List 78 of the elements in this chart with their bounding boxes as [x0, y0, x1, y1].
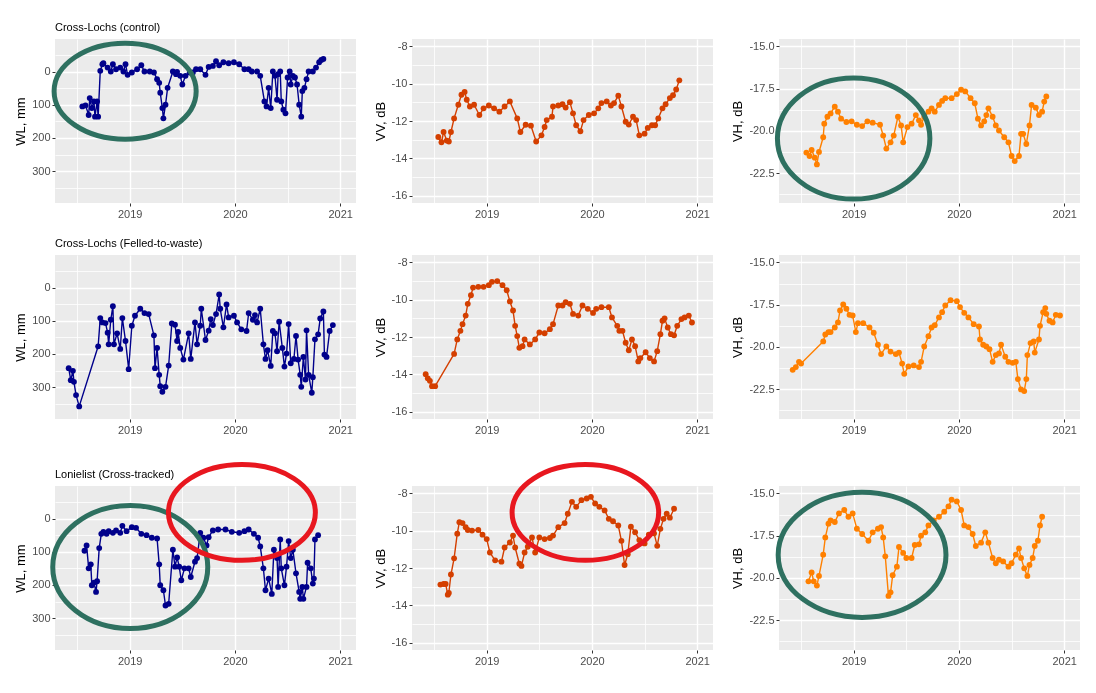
x-tick-label: 2020: [223, 654, 248, 667]
x-tick-label: 2019: [117, 654, 143, 667]
y-axis-title: VV, dB: [372, 101, 388, 142]
y-tick-label: 0: [44, 281, 51, 294]
y-tick-label: -8: [397, 255, 408, 268]
chart-title: Lonielist (Cross-tracked): [55, 468, 175, 480]
y-tick-label: -22.5: [749, 613, 775, 626]
y-tick-label: -8: [397, 486, 408, 499]
x-tick-label: 2020: [580, 423, 605, 436]
x-tick-label: 2019: [841, 423, 867, 436]
x-tick-label: 2020: [947, 654, 972, 667]
y-axis-title: VV, dB: [372, 317, 388, 358]
y-tick-label: -22.5: [749, 382, 775, 395]
x-tick-label: 2021: [1052, 654, 1077, 667]
y-tick-label: -15.0: [749, 255, 775, 268]
x-tick-label: 2020: [947, 207, 972, 220]
x-tick-label: 2021: [685, 423, 710, 436]
y-axis-title: WL, mm: [13, 544, 29, 593]
x-tick-label: 2019: [841, 654, 867, 667]
y-tick-label: 0: [44, 512, 51, 525]
x-tick-label: 2020: [580, 654, 605, 667]
y-tick-label: 100: [32, 98, 51, 111]
x-tick-label: 2020: [223, 423, 248, 436]
y-tick-label: -20.0: [749, 571, 775, 584]
y-tick-label: -16: [391, 405, 408, 418]
y-axis-title: WL, mm: [13, 313, 29, 362]
x-tick-label: 2021: [685, 207, 710, 220]
y-tick-label: -8: [397, 39, 408, 52]
y-tick-label: 100: [32, 545, 51, 558]
x-tick-label: 2020: [580, 207, 605, 220]
y-tick-label: -12: [391, 114, 408, 127]
y-tick-label: 300: [32, 164, 51, 177]
x-tick-label: 2019: [474, 654, 500, 667]
y-tick-label: -16: [391, 636, 408, 649]
x-tick-label: 2020: [223, 207, 248, 220]
y-tick-label: -17.5: [749, 529, 775, 542]
x-tick-label: 2019: [117, 207, 143, 220]
y-tick-label: 300: [32, 380, 51, 393]
chart-title: Cross-Lochs (control): [55, 21, 161, 33]
chart-title: Cross-Lochs (Felled-to-waste): [55, 237, 203, 249]
y-tick-label: 300: [32, 611, 51, 624]
x-tick-label: 2019: [117, 423, 143, 436]
y-tick-label: -10: [391, 77, 408, 90]
x-tick-label: 2019: [841, 207, 867, 220]
x-tick-label: 2020: [947, 423, 972, 436]
y-tick-label: 200: [32, 578, 51, 591]
y-tick-label: -12: [391, 561, 408, 574]
y-tick-label: -12: [391, 330, 408, 343]
y-axis-title: VV, dB: [372, 548, 388, 589]
y-tick-label: -20.0: [749, 340, 775, 353]
y-tick-label: -14: [391, 598, 408, 611]
y-tick-label: -14: [391, 367, 408, 380]
y-axis-title: VH, dB: [730, 316, 746, 359]
x-tick-label: 2021: [328, 654, 353, 667]
x-tick-label: 2021: [328, 207, 353, 220]
x-tick-label: 2021: [685, 654, 710, 667]
y-tick-label: -20.0: [749, 124, 775, 137]
x-tick-label: 2021: [1052, 423, 1077, 436]
y-tick-label: -15.0: [749, 486, 775, 499]
y-axis-title: VH, dB: [730, 547, 746, 590]
y-tick-label: 200: [32, 131, 51, 144]
y-tick-label: -16: [391, 189, 408, 202]
y-tick-label: 100: [32, 314, 51, 327]
x-tick-label: 2019: [474, 207, 500, 220]
y-tick-label: -14: [391, 151, 408, 164]
y-axis-title: VH, dB: [730, 100, 746, 143]
y-axis-title: WL, mm: [13, 97, 29, 146]
x-tick-label: 2019: [474, 423, 500, 436]
x-tick-label: 2021: [328, 423, 353, 436]
y-tick-label: -10: [391, 293, 408, 306]
y-tick-label: -17.5: [749, 82, 775, 95]
y-tick-label: -17.5: [749, 298, 775, 311]
x-tick-label: 2021: [1052, 207, 1077, 220]
y-tick-label: 200: [32, 347, 51, 360]
y-tick-label: -15.0: [749, 39, 775, 52]
y-tick-label: -22.5: [749, 166, 775, 179]
y-tick-label: 0: [44, 65, 51, 78]
y-tick-label: -10: [391, 524, 408, 537]
